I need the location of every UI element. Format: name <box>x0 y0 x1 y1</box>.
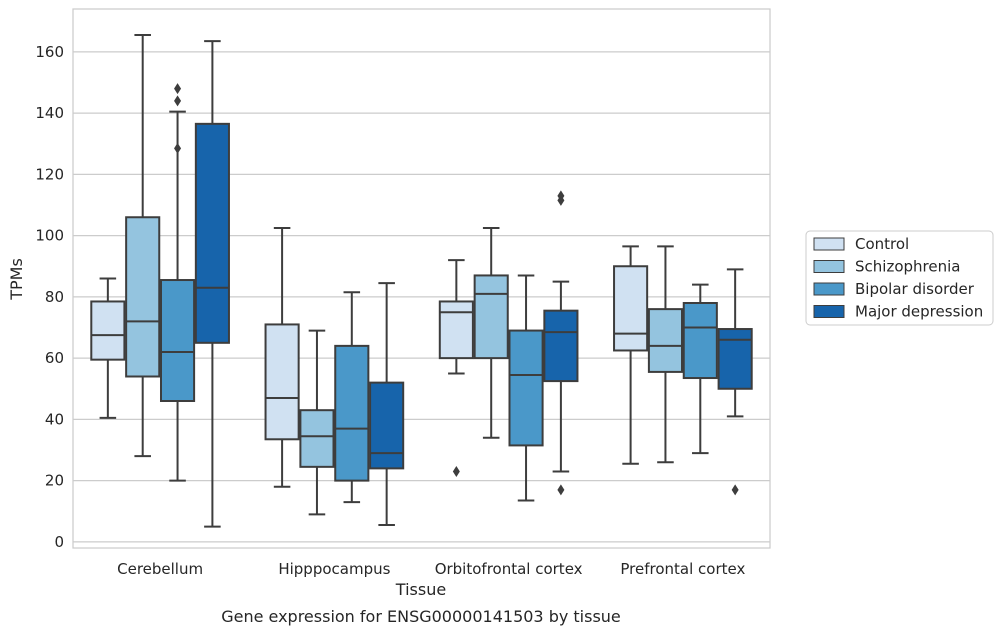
box <box>613 265 649 352</box>
chart-caption: Gene expression for ENSG00000141503 by t… <box>221 607 621 626</box>
y-tick-label: 80 <box>45 288 64 306</box>
y-tick-label: 140 <box>35 104 64 122</box>
box <box>682 302 718 380</box>
box <box>543 309 579 383</box>
box-group <box>194 40 230 528</box>
box-group <box>125 34 161 458</box>
outlier-point <box>557 484 565 496</box>
legend-label: Bipolar disorder <box>855 280 975 298</box>
legend-label: Major depression <box>855 303 983 321</box>
box-group <box>264 226 300 488</box>
box-group <box>717 268 753 496</box>
legend-label: Control <box>855 235 909 253</box>
legend-item: Control <box>813 235 909 253</box>
legend-swatch <box>813 305 845 318</box>
outlier-point <box>731 484 739 496</box>
y-tick-label: 120 <box>35 165 64 183</box>
y-tick-label: 40 <box>45 410 64 428</box>
legend-swatch <box>813 260 845 273</box>
outlier-point <box>174 142 182 154</box>
legend-frame <box>805 230 994 326</box>
y-tick-labels: 0 20 40 60 80 100 120 140 160 <box>35 43 64 551</box>
box-group <box>473 226 509 439</box>
y-axis-label: TPMs <box>7 258 26 301</box>
y-tick-label: 0 <box>54 533 64 551</box>
box <box>473 274 509 360</box>
y-tick-label: 60 <box>45 349 64 367</box>
boxes <box>90 34 753 528</box>
box <box>369 381 405 470</box>
outlier-point <box>174 83 182 95</box>
plot-frame <box>72 8 771 549</box>
box <box>438 300 474 360</box>
box-group <box>613 245 649 465</box>
x-tick-label: Orbitofrontal cortex <box>435 560 583 578</box>
box-group <box>334 291 370 504</box>
box-group <box>159 83 196 482</box>
box-group <box>438 259 474 477</box>
y-tick-label: 160 <box>35 43 64 61</box>
box <box>159 279 196 402</box>
box-group <box>543 190 579 496</box>
legend-item: Major depression <box>813 303 983 321</box>
box <box>717 328 753 390</box>
box-group <box>682 283 718 455</box>
box <box>508 329 544 447</box>
box <box>125 216 161 378</box>
legend: Control Schizophrenia Bipolar disorder Majo… <box>805 230 994 326</box>
legend-item: Schizophrenia <box>813 258 960 276</box>
box <box>194 122 230 344</box>
box <box>264 323 300 441</box>
x-tick-labels: Cerebellum Hipppocampus Orbitofrontal cort… <box>117 560 745 578</box>
x-axis-label: Tissue <box>395 580 446 599</box>
box-group <box>369 282 405 527</box>
box <box>90 300 126 361</box>
legend-swatch <box>813 282 845 296</box>
outlier-point <box>174 95 182 107</box>
box-group <box>647 245 684 464</box>
legend-label: Schizophrenia <box>855 258 960 276</box>
box <box>299 409 335 468</box>
legend-swatch <box>813 237 845 251</box>
box <box>334 344 370 482</box>
x-tick-label: Hipppocampus <box>278 560 390 578</box>
y-tick-label: 20 <box>45 472 64 490</box>
y-tick-label: 100 <box>35 227 64 245</box>
legend-item: Bipolar disorder <box>813 280 975 298</box>
outlier-point <box>452 465 460 477</box>
box-group <box>508 274 544 502</box>
x-tick-label: Cerebellum <box>117 560 203 578</box>
outlier-point <box>557 190 565 202</box>
x-tick-label: Prefrontal cortex <box>620 560 745 578</box>
box <box>647 308 684 373</box>
box-group <box>90 277 126 419</box>
box-group <box>299 329 335 516</box>
